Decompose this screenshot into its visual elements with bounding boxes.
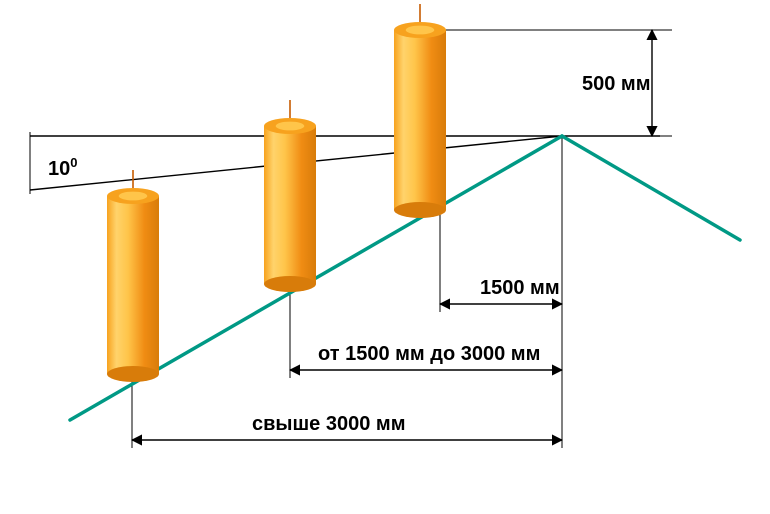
chimney-3 <box>394 4 446 218</box>
guide-lines <box>30 136 660 190</box>
dim-over-3000-label: свыше 3000 мм <box>252 413 406 435</box>
chimney-1 <box>107 170 159 382</box>
dim-1500-label: 1500 мм <box>480 277 560 299</box>
angle-label: 100 <box>48 155 77 180</box>
chimney-2 <box>264 100 316 292</box>
chimneys <box>107 4 446 382</box>
dim-500-label: 500 мм <box>582 73 651 95</box>
chimney-height-diagram: 500 мм 1500 мм от 1500 мм до 3000 мм свыше … <box>0 0 770 514</box>
dim-1500-3000-label: от 1500 мм до 3000 мм <box>318 343 540 365</box>
